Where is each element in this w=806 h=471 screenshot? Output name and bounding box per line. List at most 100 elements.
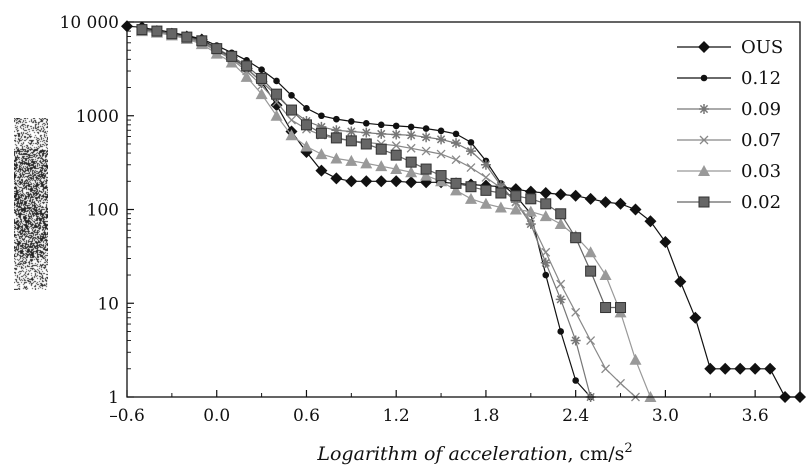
data-point-ous [734,362,747,375]
y-tick-label: 100 [87,201,119,221]
data-point-0-12 [362,120,370,127]
data-point-0-03 [315,148,328,160]
data-point-ous [644,215,657,228]
data-point-0-03 [584,246,597,258]
legend-label: 0.07 [741,130,781,151]
series-0-12 [138,24,594,401]
data-point-0-03 [285,129,298,141]
data-point-0-03 [375,160,388,172]
data-point-0-09 [376,128,387,139]
data-point-0-03 [240,70,253,82]
data-point-0-09 [361,127,372,138]
data-point-0-03 [494,201,507,213]
legend-swatch-marker [699,104,709,114]
data-point-0-07 [436,149,446,159]
data-point-0-02 [555,208,567,220]
data-point-ous [375,175,388,188]
data-point-0-03 [390,163,403,175]
data-point-0-03 [599,269,612,281]
data-point-0-02 [570,232,582,244]
legend-item-0-12: 0.12 [677,68,781,89]
x-axis-title-main: Logarithm of acceleration [316,443,567,465]
x-tick-label: 1.8 [472,406,499,426]
data-point-0-02 [271,88,283,100]
data-point-0-02 [256,72,268,84]
data-point-0-02 [480,184,492,196]
data-point-0-03 [330,152,343,164]
data-point-0-03 [345,154,358,166]
data-point-0-03 [225,56,238,68]
x-axis-title-unit: , cm/s [567,443,624,465]
y-tick-label: 10 000 [60,13,119,33]
data-point-0-12 [407,123,415,131]
data-point-ous [659,236,672,249]
data-point-0-07 [571,307,581,317]
x-tick-label: 2.4 [562,406,589,426]
data-point-ous [689,311,702,324]
data-point-0-03 [509,203,522,215]
data-point-0-02 [615,302,627,314]
data-point-0-12 [348,118,355,125]
legend-swatch-marker [699,135,709,145]
data-point-0-02 [390,149,402,161]
legend: OUS 0.12 0.09 0.07 0.03 0.02 [677,37,783,213]
legend-item-0-09: 0.09 [677,99,781,120]
data-point-ous [629,203,642,216]
data-point-0-12 [303,105,310,112]
data-point-0-02 [330,132,342,144]
data-point-ous [569,189,582,202]
data-point-0-09 [480,159,491,170]
data-point-0-07 [616,378,625,388]
data-point-ous [704,362,717,375]
data-point-ous [584,192,597,205]
data-point-0-03 [554,218,567,230]
data-point-0-09 [570,335,581,346]
data-point-ous [345,175,358,188]
data-point-ous [360,175,373,188]
data-point-0-09 [331,125,342,136]
data-point-0-03 [464,192,477,204]
data-point-0-03 [539,210,552,222]
data-point-0-02 [241,60,253,72]
data-point-0-09 [465,146,476,157]
data-point-0-12 [467,139,475,146]
data-point-0-09 [346,126,357,137]
legend-swatch-marker [698,196,710,208]
data-point-0-12 [452,130,460,138]
data-point-0-03 [479,197,492,209]
data-point-0-07 [451,155,461,165]
data-point-0-09 [540,257,551,268]
data-point-0-02 [435,170,447,182]
x-axis-title-superscript: 2 [624,441,632,456]
data-point-0-03 [524,205,537,217]
data-point-ous [270,99,283,112]
data-point-0-07 [406,143,416,153]
data-point-0-12 [392,122,400,130]
series-line-0-09 [141,28,592,398]
data-point-0-09 [316,121,327,132]
data-point-0-12 [273,77,280,85]
legend-item-ous: OUS [677,37,783,58]
data-point-0-02 [540,198,552,210]
data-point-0-02 [600,302,612,314]
legend-swatch-marker [700,74,708,82]
data-point-ous [330,172,343,185]
data-point-0-02 [360,138,372,150]
scanned-artifact [14,118,48,290]
data-point-0-07 [466,163,476,173]
data-point-0-03 [420,169,433,181]
data-point-0-12 [557,328,565,335]
data-point-0-02 [525,193,537,205]
legend-item-0-02: 0.02 [677,192,781,213]
data-point-0-02 [300,119,312,131]
data-point-0-02 [510,190,522,202]
data-point-ous [614,197,627,210]
data-point-0-02 [166,28,178,40]
legend-label: 0.12 [741,68,781,89]
legend-swatch-marker [698,165,710,176]
data-point-0-02 [345,135,357,147]
data-point-0-02 [405,156,417,168]
series-0-03 [135,25,657,402]
data-point-0-12 [437,127,445,135]
data-point-0-07 [287,115,296,125]
